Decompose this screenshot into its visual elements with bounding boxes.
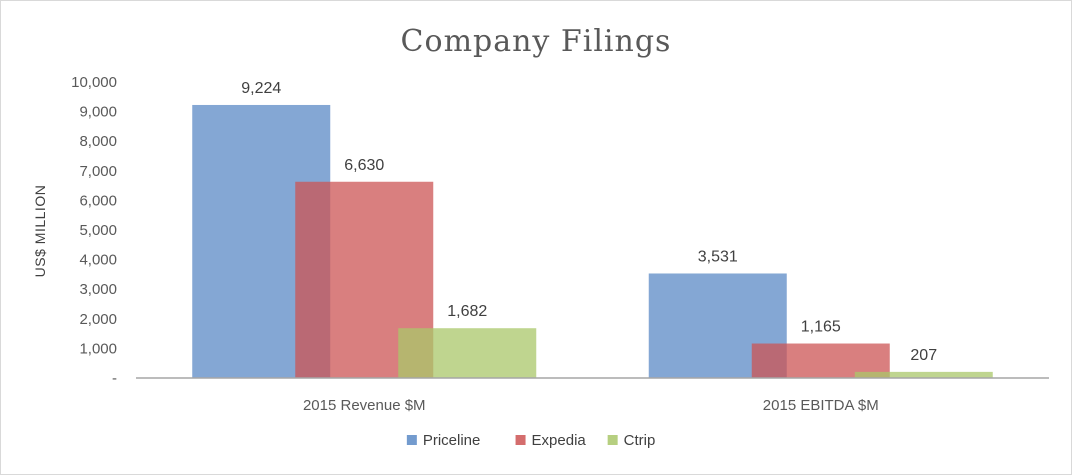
y-tick-label: 1,000 [79, 340, 117, 357]
y-tick-label: 2,000 [79, 311, 117, 328]
legend: Priceline Expedia Ctrip [406, 432, 656, 449]
data-label: 207 [910, 347, 937, 364]
data-label: 1,682 [447, 303, 487, 320]
y-tick-label: 10,000 [71, 74, 117, 91]
y-axis-label: US$ MILLION [32, 185, 48, 278]
y-tick-label: 7,000 [79, 163, 117, 180]
legend-swatch-priceline [406, 435, 417, 445]
x-category-label: 2015 EBITDA $M [763, 397, 879, 414]
legend-label-priceline: Priceline [423, 432, 481, 449]
y-tick-label: 4,000 [79, 252, 117, 269]
data-label: 9,224 [241, 80, 281, 97]
x-category-label: 2015 Revenue $M [303, 397, 426, 414]
bar-ctrip-0 [398, 328, 537, 378]
y-tick-label: 6,000 [79, 192, 117, 209]
bars [192, 104, 993, 378]
chart-title: Company Filings [401, 24, 672, 59]
y-tick-label: 3,000 [79, 281, 117, 298]
y-tick-label: 8,000 [79, 133, 117, 150]
legend-swatch-ctrip [607, 435, 618, 445]
data-label: 1,165 [801, 319, 841, 336]
legend-label-ctrip: Ctrip [624, 432, 656, 449]
data-label: 3,531 [698, 248, 738, 265]
y-tick-label: 5,000 [79, 222, 117, 239]
legend-label-expedia: Expedia [532, 432, 587, 449]
legend-swatch-expedia [515, 435, 526, 445]
y-tick-label: - [112, 370, 117, 387]
data-labels: 9,224 6,630 1,682 3,531 1,165 207 [241, 80, 937, 364]
y-axis-ticks: - 1,000 2,000 3,000 4,000 5,000 6,000 7,000 8,00… [71, 74, 117, 387]
x-axis-categories: 2015 Revenue $M 2015 EBITDA $M [303, 397, 879, 414]
y-tick-label: 9,000 [79, 104, 117, 121]
data-label: 6,630 [344, 157, 384, 174]
bar-ctrip-1 [854, 371, 993, 378]
